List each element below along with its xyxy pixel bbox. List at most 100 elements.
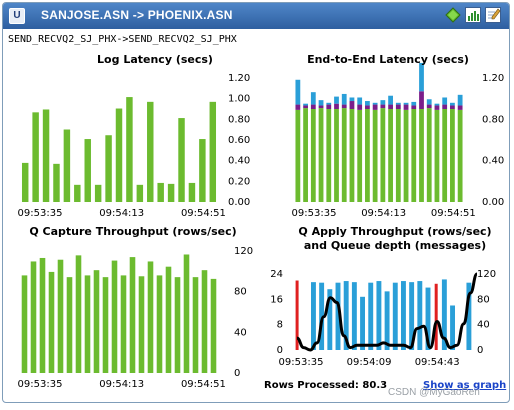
e2e-latency-bar-top (295, 79, 301, 105)
q-capture-x-tick: 09:53:35 (18, 379, 63, 390)
q-capture-bar (21, 275, 28, 373)
q-capture-y-tick: 120 (234, 246, 253, 257)
q-apply-bar (311, 282, 316, 350)
title-bar: U SANJOSE.ASN -> PHOENIX.ASN (3, 3, 509, 29)
log-latency-bar (178, 118, 185, 202)
e2e-latency-bar-mid (442, 104, 448, 109)
q-capture-y-tick: 40 (234, 327, 247, 338)
e2e-latency-y-tick: 1.20 (482, 73, 504, 84)
q-apply-bar (327, 289, 333, 350)
q-capture-bar (156, 275, 163, 373)
log-latency-y-tick: 0.00 (228, 197, 250, 208)
e2e-latency-bar-mid (411, 105, 417, 109)
q-apply-right-y-tick: 80 (477, 294, 490, 305)
q-capture-bar (183, 254, 190, 373)
log-latency-bar (32, 112, 39, 202)
q-apply-bar (409, 282, 415, 350)
e2e-latency-bar-base (310, 109, 316, 202)
e2e-latency-bar-top (334, 96, 339, 104)
q-apply-bar (295, 280, 299, 350)
q-capture-bar (75, 255, 82, 373)
green-diamond-icon[interactable] (445, 7, 461, 23)
e2e-latency-bar-mid (388, 104, 393, 109)
log-latency-x-tick: 09:54:51 (181, 208, 226, 219)
q-apply-bar (466, 282, 472, 350)
e2e-latency-bar-base (349, 109, 355, 202)
log-latency-y-tick: 1.20 (228, 73, 250, 84)
q-apply-right-y-tick: 40 (477, 320, 490, 331)
e2e-latency-bar-mid (349, 101, 355, 109)
log-latency-bar (188, 182, 196, 202)
e2e-latency-bar-mid (310, 104, 316, 109)
e2e-latency-bar-top (450, 102, 455, 106)
q-capture-y-tick: 0 (234, 368, 240, 379)
e2e-latency-bar-mid (434, 105, 440, 110)
subscription-name: SEND_RECVQ2_SJ_PHX->SEND_RECVQ2_SJ_PHX (8, 34, 237, 45)
e2e-latency-bar-base (303, 108, 308, 202)
log-latency-bar (74, 184, 81, 202)
q-apply-bar (434, 283, 438, 350)
log-latency-bar (21, 162, 29, 202)
chart-title-q-apply: Q Apply Throughput (rows/sec) (298, 225, 492, 238)
q-capture-bar (138, 276, 145, 373)
chart-title-q-capture: Q Capture Throughput (rows/sec) (29, 225, 237, 238)
e2e-latency-bar-top (457, 94, 463, 106)
q-capture-bar (48, 271, 55, 373)
q-capture-bar (201, 270, 208, 373)
chart-subtitle-queue-depth: and Queue depth (messages) (303, 239, 487, 252)
log-latency-y-tick: 1.00 (228, 94, 250, 105)
q-apply-bar (425, 287, 431, 350)
q-apply-left-y-tick: 8 (277, 320, 283, 331)
e2e-latency-bar-mid (357, 104, 363, 110)
q-apply-bar (417, 281, 423, 350)
q-capture-bar (84, 275, 91, 373)
e2e-latency-bar-mid (450, 105, 455, 109)
e2e-latency-bar-top (419, 62, 424, 92)
log-latency-y-tick: 0.40 (228, 156, 250, 167)
log-latency-bar (63, 129, 71, 202)
e2e-latency-bar-top (365, 101, 370, 106)
q-apply-right-y-tick: 0 (477, 345, 483, 356)
rows-processed-value: 80.3 (362, 380, 388, 391)
q-apply-bar (441, 279, 447, 350)
rows-processed-text: Rows Processed: (264, 380, 359, 391)
q-capture-bar (147, 261, 154, 373)
q-capture-bar (120, 275, 127, 373)
q-apply-bar (450, 305, 455, 350)
q-capture-bar (111, 260, 118, 373)
log-latency-bar (157, 182, 164, 202)
e2e-latency-bar-top (303, 103, 308, 106)
q-capture-bar (39, 257, 46, 373)
e2e-latency-bar-mid (341, 104, 347, 109)
e2e-latency-y-tick: 0.80 (482, 114, 504, 125)
log-latency-bar (42, 109, 50, 202)
e2e-latency-bar-base (372, 109, 378, 202)
e2e-latency-bar-mid (365, 105, 370, 109)
e2e-latency-bar-base (334, 109, 339, 202)
log-latency-bar (167, 183, 175, 202)
e2e-latency-bar-top (326, 102, 332, 105)
e2e-latency-bar-top (411, 101, 417, 106)
e2e-latency-bar-base (450, 109, 455, 202)
watermark: CSDN @MyGaoRen (388, 387, 480, 398)
q-apply-left-y-tick: 0 (277, 345, 283, 356)
bar-chart-icon[interactable] (465, 7, 481, 23)
e2e-latency-bar-top (426, 99, 432, 105)
q-apply-bar (384, 291, 390, 350)
q-apply-bar (343, 281, 349, 350)
q-apply-x-tick: 09:54:09 (347, 357, 392, 368)
log-latency-y-tick: 0.60 (228, 135, 250, 146)
show-as-graph-link[interactable]: Show as graph (423, 380, 507, 391)
e2e-latency-bar-top (380, 100, 386, 105)
log-latency-bar (115, 108, 123, 202)
e2e-latency-bar-base (357, 109, 363, 202)
q-capture-bar (129, 257, 136, 373)
q-capture-bar (102, 277, 109, 373)
u-badge[interactable]: U (9, 8, 25, 24)
q-apply-left-y-tick: 16 (270, 294, 283, 305)
e2e-latency-bar-top (434, 103, 440, 106)
log-latency-y-tick: 0.20 (228, 176, 250, 187)
edit-icon[interactable] (485, 7, 501, 23)
e2e-latency-bar-base (341, 108, 347, 202)
e2e-latency-bar-base (426, 108, 432, 202)
